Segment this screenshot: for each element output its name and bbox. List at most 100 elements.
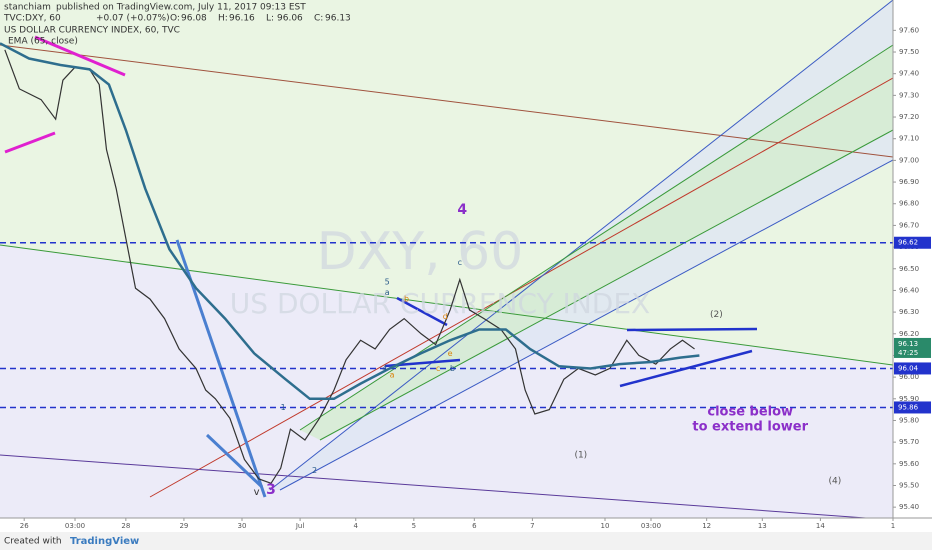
annotation: c xyxy=(436,364,440,373)
time-axis xyxy=(0,518,932,532)
annotation: c xyxy=(458,258,462,267)
price-badge xyxy=(894,401,931,414)
ohlc-value: 96.08 xyxy=(181,14,207,24)
annotation: e xyxy=(448,349,453,358)
median-line xyxy=(149,77,894,498)
y-tick-label: 96.80 xyxy=(899,200,919,208)
y-tick-label: 97.50 xyxy=(899,48,919,56)
published: published on TradingView.com, July 11, 2… xyxy=(56,3,306,13)
y-tick-label: 97.00 xyxy=(899,156,919,164)
x-tick-label: 6 xyxy=(472,522,477,530)
x-tick-label: 26 xyxy=(20,522,29,530)
y-tick-label: 96.90 xyxy=(899,178,919,186)
annotation: a xyxy=(385,288,390,297)
magenta-line xyxy=(4,131,56,154)
y-tick-label: 97.10 xyxy=(899,135,919,143)
footer xyxy=(0,532,932,550)
price-badge xyxy=(894,236,931,249)
author: stanchiam xyxy=(4,3,51,13)
watermark: US DOLLAR CURRENCY INDEX xyxy=(230,287,650,320)
triangle-line xyxy=(626,327,758,332)
ohlc-value: 96.13 xyxy=(325,14,351,24)
legend-entry: EMA (65, close) xyxy=(8,37,78,47)
x-tick-label: 29 xyxy=(179,522,188,530)
annotation: to extend lower xyxy=(692,419,808,434)
magenta-line xyxy=(34,35,126,77)
y-tick-label: 97.60 xyxy=(899,26,919,34)
ohlc-label: C: xyxy=(314,14,323,24)
x-tick-label: 7 xyxy=(530,522,534,530)
annotation: d xyxy=(443,312,448,321)
ohlc-row: TVC:DXY, 60 +0.07 (+0.07%) O: 96.08 H: 96.16 L… xyxy=(3,14,351,24)
channel-line xyxy=(0,244,894,366)
footer-text: Created with xyxy=(4,537,62,547)
annotation: 4 xyxy=(382,364,387,373)
last-price-label: 96.13 xyxy=(898,340,918,348)
y-tick-label: 95.40 xyxy=(899,503,919,511)
wedge-line xyxy=(205,433,264,489)
annotation: v xyxy=(254,487,260,498)
x-tick-label: 03:00 xyxy=(641,522,661,530)
annotation: b xyxy=(404,295,409,304)
countdown: 47:25 xyxy=(898,349,918,357)
price-badge-label: 95.86 xyxy=(898,403,919,411)
annotation: 3 xyxy=(266,482,276,498)
x-tick-label: 14 xyxy=(816,522,825,530)
x-tick-label: 12 xyxy=(702,522,711,530)
triangle-line xyxy=(396,296,448,327)
y-tick-label: 96.70 xyxy=(899,221,919,229)
x-tick-label: Jul xyxy=(295,522,305,530)
y-tick-label: 96.20 xyxy=(899,330,919,338)
ohlc-label: H: xyxy=(218,14,228,24)
price-badge-label: 96.04 xyxy=(898,364,919,372)
x-tick-label: 5 xyxy=(412,522,416,530)
trend-line xyxy=(0,44,894,158)
y-tick-label: 95.60 xyxy=(899,460,919,468)
change: +0.07 (+0.07%) xyxy=(96,14,170,24)
ohlc-value: 96.06 xyxy=(277,14,303,24)
last-price-badge xyxy=(894,337,931,358)
annotation: a xyxy=(390,370,395,379)
annotation: 1 xyxy=(281,403,286,412)
y-tick-label: 96.30 xyxy=(899,308,919,316)
symbol: TVC:DXY, 60 xyxy=(3,14,61,24)
axes: 95.4095.5095.6095.7095.8095.9096.0096.10… xyxy=(20,26,931,530)
tine xyxy=(269,0,894,491)
x-tick-label: 10 xyxy=(601,522,610,530)
footer-brand: TradingView xyxy=(70,536,139,547)
ema-line xyxy=(0,42,700,401)
y-tick-label: 96.00 xyxy=(899,373,919,381)
price-badge xyxy=(894,362,931,375)
annotation: (1) xyxy=(574,451,587,461)
x-tick-label: 13 xyxy=(758,522,767,530)
y-tick-label: 96.50 xyxy=(899,265,919,273)
x-tick-label: 28 xyxy=(121,522,130,530)
annotation: b xyxy=(450,364,455,373)
y-tick-label: 95.80 xyxy=(899,416,919,424)
price-badge-label: 96.62 xyxy=(898,239,918,247)
watermark: DXY, 60 xyxy=(317,222,524,282)
channel-line xyxy=(0,454,894,521)
annotation: 2 xyxy=(312,466,317,475)
y-tick-label: 95.50 xyxy=(899,481,919,489)
x-tick-label: 30 xyxy=(238,522,247,530)
chart-title: US DOLLAR CURRENCY INDEX, 60, TVC xyxy=(4,26,180,36)
ohlc-label: L: xyxy=(266,14,274,24)
price-axis xyxy=(893,0,932,532)
y-tick-label: 97.40 xyxy=(899,70,919,78)
y-tick-label: 96.40 xyxy=(899,286,919,294)
annotation: close below xyxy=(707,404,793,419)
annotation: (2) xyxy=(710,310,723,320)
x-tick-label: 03:00 xyxy=(65,522,85,530)
y-tick-label: 95.90 xyxy=(899,395,919,403)
annotation: 4 xyxy=(457,202,467,218)
price-line xyxy=(4,49,695,485)
tine xyxy=(319,129,894,441)
tine xyxy=(279,159,894,491)
y-tick-label: 97.30 xyxy=(899,91,919,99)
y-tick-label: 95.70 xyxy=(899,438,919,446)
annotation: 5 xyxy=(385,277,390,286)
x-tick-label: 4 xyxy=(354,522,359,530)
